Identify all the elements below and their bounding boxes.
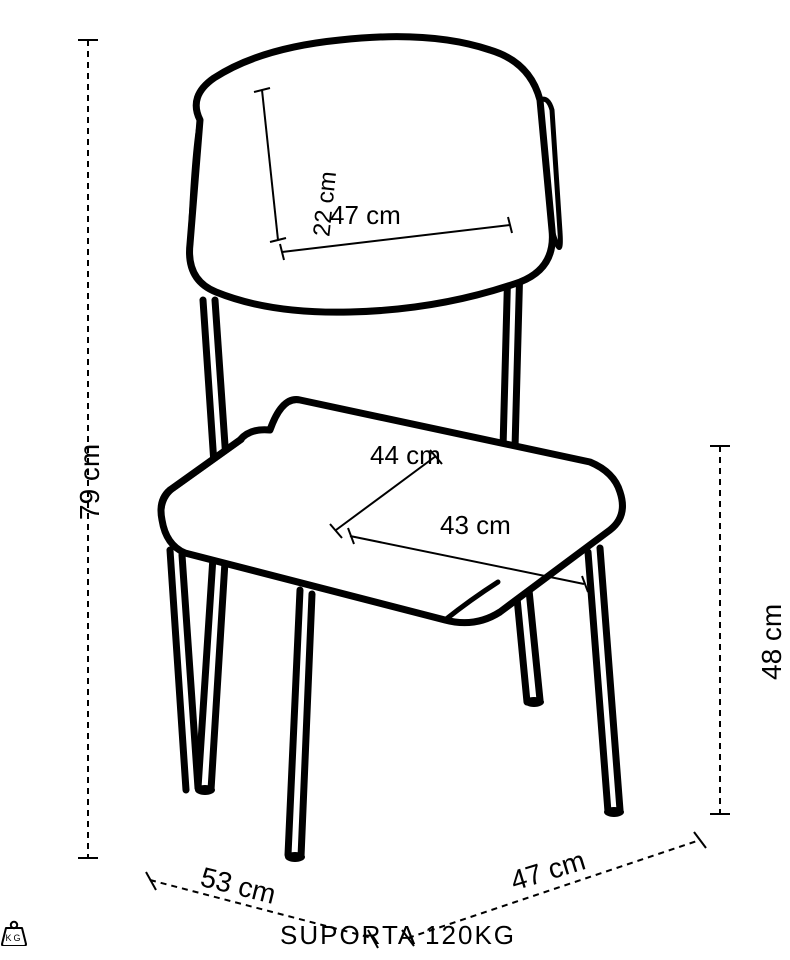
dim-seat-height: 48 cm [756, 604, 788, 680]
chair-leg-front-left-2 [288, 590, 312, 857]
dim-backrest-width: 47 cm [330, 200, 401, 231]
dim-seat-width: 43 cm [440, 510, 511, 541]
dim-total-height: 79 cm [74, 444, 106, 520]
dim-seat-depth: 44 cm [370, 440, 441, 471]
chair-leg-front-right [588, 548, 620, 812]
weight-capacity-text: SUPORTA 120KG [280, 920, 516, 950]
chair-drawing [0, 0, 790, 960]
chair-feet [195, 697, 624, 862]
diagram-canvas: 79 cm 48 cm 53 cm 47 cm 22 cm 47 cm 44 c… [0, 0, 790, 960]
chair-backrest [190, 37, 553, 313]
chair-frame-rear-left [203, 300, 226, 464]
svg-text:KG: KG [5, 933, 22, 943]
chair-seat [161, 400, 622, 623]
chair-leg-front-left [170, 550, 198, 790]
weight-capacity: KG SUPORTA 120KG [0, 920, 790, 951]
